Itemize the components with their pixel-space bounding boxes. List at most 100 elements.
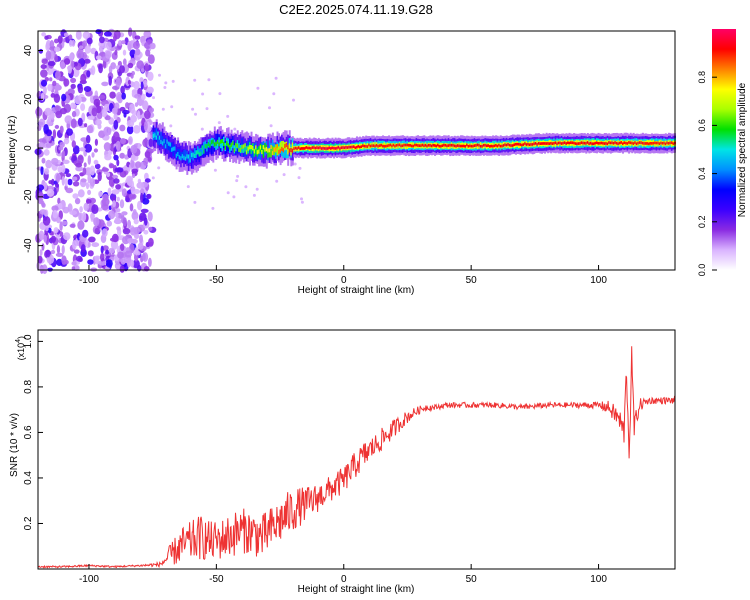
spectrogram-noise-cell <box>157 166 161 170</box>
spectrogram-noise-cell <box>84 58 91 64</box>
spectrogram-ridge-cell <box>190 153 193 158</box>
spectrogram-noise-cell <box>47 83 53 92</box>
spectrogram-noise-cell <box>140 93 146 101</box>
spectrogram-noise-cell <box>133 218 139 225</box>
spectrogram-noise-cell <box>120 138 126 145</box>
spectrogram-ridge-cell <box>452 143 455 147</box>
spectrogram-ridge-cell <box>245 146 248 155</box>
snr-x-label: Height of straight line (km) <box>298 584 415 595</box>
spectrogram-noise-cell <box>72 181 80 187</box>
spectrogram-noise-cell <box>143 266 150 272</box>
spectrogram-ridge-cell <box>161 136 164 145</box>
spectrogram-ridge-cell <box>568 141 571 145</box>
spectrogram-noise-cell <box>130 144 138 154</box>
spectrogram-ridge-cell <box>625 141 628 145</box>
spectrogram-noise-cell <box>128 136 133 145</box>
spectrogram-noise-cell <box>95 29 102 35</box>
spectrogram-noise-cell <box>84 123 88 128</box>
spectrogram-ridge-cell <box>366 145 369 148</box>
spectrogram-noise-cell <box>91 107 98 117</box>
spectrogram-ridge-cell <box>236 143 239 148</box>
spectrogram-ridge-cell <box>219 140 222 149</box>
spectrogram-ridge-cell <box>233 148 236 153</box>
spectrogram-noise-cell <box>133 226 140 235</box>
spectrogram-ridge-cell <box>343 146 346 150</box>
spectrogram-noise-cell <box>101 81 109 87</box>
spectrogram-ridge-cell <box>197 150 199 155</box>
spectrogram-noise-cell <box>130 186 136 195</box>
spectrogram-ridge-cell <box>323 147 326 150</box>
spectrogram-ridge-cell <box>247 146 250 151</box>
spectrogram-noise-cell <box>82 229 89 238</box>
spectrogram-ridge-cell <box>301 147 303 150</box>
spectrogram-ridge-cell <box>450 143 453 147</box>
spectrogram-ridge-cell <box>331 146 334 150</box>
spectrogram-ridge-cell <box>169 142 172 147</box>
figure-title: C2E2.2025.074.11.19.G28 <box>279 2 433 17</box>
spectrogram-ridge-cell <box>193 148 196 157</box>
spectrogram-noise-cell <box>51 157 59 165</box>
spectrogram-ridge-cell <box>518 142 520 146</box>
spectrogram-noise-cell <box>144 178 151 183</box>
spectrogram-noise-cell <box>122 49 127 56</box>
spectrogram-ridge-cell <box>530 143 533 146</box>
spectrogram-ridge-cell <box>261 150 264 155</box>
spectrogram-ridge-cell <box>649 142 652 145</box>
spectrogram-ridge-cell <box>235 142 238 147</box>
spectrogram-ridge-cell <box>391 144 394 148</box>
spectrogram-noise-cell <box>54 54 58 63</box>
spectrogram-noise-cell <box>108 210 116 220</box>
spectrogram-ridge-cell <box>218 137 221 146</box>
spectrogram-noise-cell <box>226 114 230 118</box>
spectrogram-ridge-cell <box>606 142 609 146</box>
spectrogram-ridge-cell <box>155 135 158 140</box>
spectrogram-ridge-cell <box>166 141 169 150</box>
spectrogram-noise-cell <box>109 91 116 99</box>
spectrogram-noise-cell <box>145 49 151 57</box>
spectrogram-ridge-cell <box>657 141 660 145</box>
spectrogram-noise-cell <box>140 192 144 203</box>
spectrogram-ridge-cell <box>181 154 184 159</box>
spectrogram-noise-cell <box>94 138 98 146</box>
spectrogram-noise-cell <box>108 177 115 188</box>
spectrogram-noise-cell <box>61 255 67 265</box>
spectrogram-ridge-cell <box>226 141 228 146</box>
spectrogram-noise-cell <box>56 152 64 157</box>
spectrogram-ridge-cell <box>412 144 415 148</box>
snr-x-ticks: -100 -50 0 50 100 <box>79 564 607 585</box>
spectrogram-ridge-cell <box>490 144 493 148</box>
snr-panel: -100 -50 0 50 100 0.2 0.4 0.6 0.8 1.0 Height of … <box>9 329 676 595</box>
spectrogram-ridge-cell <box>186 154 189 159</box>
colorbar-label: Normalized spectral amplitude <box>737 82 748 217</box>
spectrogram-ridge-cell <box>570 141 572 144</box>
spectrogram-noise-cell <box>77 189 85 198</box>
spectrogram-ridge-cell <box>513 143 516 146</box>
spectrogram-y-tick-label: 0 <box>23 145 34 151</box>
snr-x-tick-label: 50 <box>466 574 478 585</box>
spectrogram-noise-cell <box>58 202 63 210</box>
spectrogram-noise-cell <box>68 34 73 40</box>
spectrogram-ridge-cell <box>369 144 372 148</box>
spectrogram-ridge-cell <box>383 144 386 148</box>
spectrogram-ridge-cell <box>352 145 355 148</box>
spectrogram-noise-cell <box>80 178 87 183</box>
spectrogram-noise-cell <box>117 251 124 259</box>
spectrogram-noise-cell <box>39 209 47 215</box>
spectrogram-noise-cell <box>146 193 152 199</box>
spectrogram-noise-cell <box>87 259 94 265</box>
spectrogram-ridge-cell <box>284 144 287 149</box>
spectrogram-ridge-cell <box>423 144 426 147</box>
spectrogram-noise-cell <box>42 216 51 226</box>
spectrogram-noise-cell <box>47 61 56 67</box>
spectrogram-noise-cell <box>61 245 65 255</box>
colorbar-ticks: 0.0 0.2 0.4 0.6 0.8 <box>697 71 717 276</box>
spectrogram-ridge-cell <box>563 141 566 144</box>
spectrogram-noise-cell <box>115 140 121 151</box>
spectrogram-noise-cell <box>41 202 46 208</box>
spectrogram-ridge-cell <box>395 144 398 147</box>
spectrogram-noise-cell <box>87 189 92 195</box>
spectrogram-noise-cell <box>158 73 161 77</box>
spectrogram-noise-cell <box>124 250 132 258</box>
spectrogram-ridge-cell <box>235 143 238 152</box>
spectrogram-noise-cell <box>256 86 260 90</box>
